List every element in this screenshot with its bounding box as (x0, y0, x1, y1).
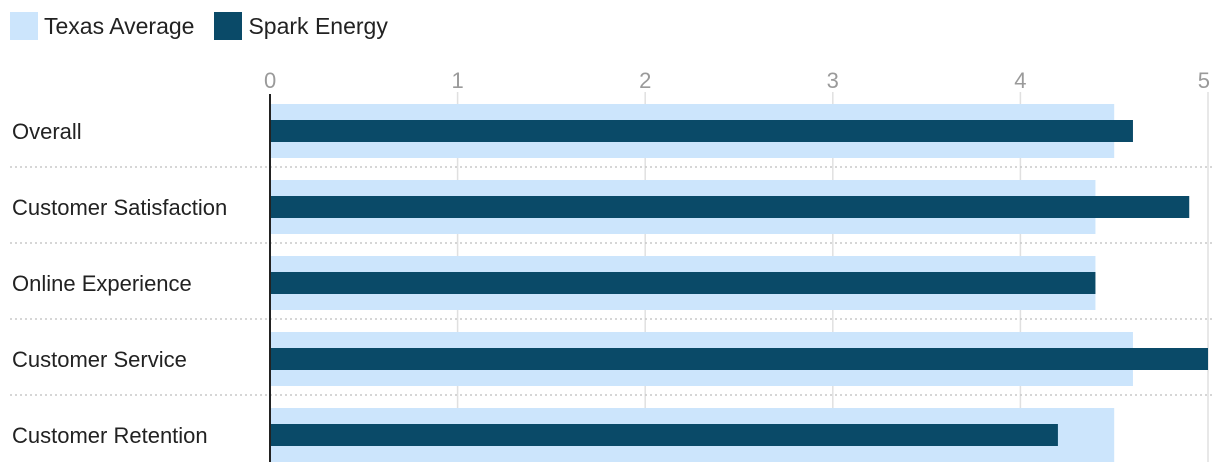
legend: Texas Average Spark Energy (10, 12, 388, 40)
x-tick-label: 0 (264, 68, 276, 93)
x-tick-label: 4 (1014, 68, 1026, 93)
tick-layer: 0 1 2 3 4 5 (264, 68, 1210, 462)
legend-item-texas-average: Texas Average (10, 12, 194, 40)
legend-label-spark-energy: Spark Energy (248, 12, 388, 39)
x-tick-label: 3 (827, 68, 839, 93)
category-label: Customer Service (12, 347, 187, 372)
legend-label-texas-average: Texas Average (44, 12, 195, 39)
bar-spark-energy (270, 120, 1133, 142)
bar-spark-energy (270, 424, 1058, 446)
category-label: Overall (12, 119, 82, 144)
x-tick-label: 1 (451, 68, 463, 93)
bar-layer (270, 104, 1208, 462)
category-label: Customer Satisfaction (12, 195, 227, 220)
bar-spark-energy (270, 348, 1208, 370)
category-layer: Overall Customer Satisfaction Online Exper… (12, 119, 227, 448)
legend-item-spark-energy: Spark Energy (214, 12, 388, 40)
x-tick-label: 5 (1198, 68, 1210, 93)
legend-swatch-texas-average (10, 12, 38, 40)
category-label: Online Experience (12, 271, 192, 296)
bar-spark-energy (270, 272, 1096, 294)
bar-spark-energy (270, 196, 1190, 218)
legend-swatch-spark-energy (214, 12, 243, 40)
x-tick-label: 2 (639, 68, 651, 93)
category-label: Customer Retention (12, 423, 208, 448)
